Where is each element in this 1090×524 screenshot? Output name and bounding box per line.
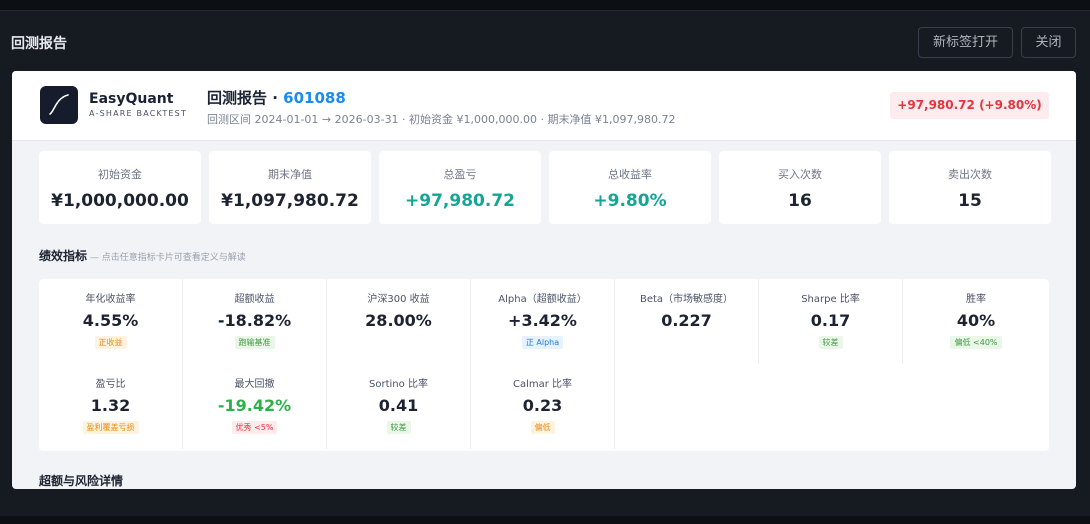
metric-card-annual-return[interactable]: 年化收益率 4.55% 正收益: [39, 279, 183, 364]
metric-card-calmar[interactable]: Calmar 比率 0.23 偏低: [471, 364, 615, 449]
metric-value: 1.32: [90, 396, 131, 415]
metric-value: 0.227: [661, 311, 712, 330]
summary-label: 买入次数: [778, 168, 822, 181]
metric-label: 年化收益率: [85, 294, 136, 305]
metric-value: -19.42%: [217, 396, 292, 415]
summary-card-final-nav: 期末净值 ¥1,097,980.72: [209, 151, 371, 224]
metric-label: Alpha（超额收益）: [498, 294, 587, 305]
metric-label: 沪深300 收益: [367, 294, 430, 305]
metric-label: 超额收益: [234, 294, 275, 305]
metric-value: 0.17: [810, 311, 851, 330]
metric-label: Sharpe 比率: [801, 294, 860, 305]
metric-label: Sortino 比率: [369, 379, 428, 390]
report-window: 回测报告 新标签打开 关闭 EasyQuant A-SHARE BACKTEST…: [0, 10, 1090, 516]
easyquant-logo-icon: [40, 86, 78, 124]
report-header: EasyQuant A-SHARE BACKTEST 回测报告 · 601088…: [12, 71, 1076, 141]
summary-card-initial-capital: 初始资金 ¥1,000,000.00: [39, 151, 201, 224]
pnl-badge: +97,980.72 (+9.80%): [890, 92, 1049, 119]
metric-tag: 较差: [818, 336, 843, 349]
summary-label: 期末净值: [268, 168, 312, 181]
summary-value: 15: [958, 191, 982, 211]
metric-tag: 偏低: [530, 421, 555, 434]
brand-subtitle: A-SHARE BACKTEST: [89, 109, 188, 118]
metric-card-sharpe[interactable]: Sharpe 比率 0.17 较差: [759, 279, 903, 364]
summary-card-total-pnl: 总盈亏 +97,980.72: [379, 151, 541, 224]
report-title-prefix: 回测报告 ·: [207, 89, 284, 107]
summary-label: 总盈亏: [443, 168, 477, 181]
metric-label: Calmar 比率: [512, 379, 573, 390]
metric-value: 40%: [956, 311, 996, 330]
metric-card-profit-loss-ratio[interactable]: 盈亏比 1.32 盈利覆盖亏损: [39, 364, 183, 449]
summary-label: 总收益率: [608, 168, 652, 181]
open-new-tab-button[interactable]: 新标签打开: [918, 27, 1013, 58]
metric-card-hs300-return[interactable]: 沪深300 收益 28.00%: [327, 279, 471, 364]
metrics-grid: 年化收益率 4.55% 正收益 超额收益 -18.82% 跑输基准 沪深300 …: [39, 279, 1049, 451]
summary-card-total-return: 总收益率 +9.80%: [549, 151, 711, 224]
report-panel: EasyQuant A-SHARE BACKTEST 回测报告 · 601088…: [12, 71, 1076, 489]
metric-card-win-rate[interactable]: 胜率 40% 偏低 <40%: [903, 279, 1049, 364]
report-meta: 回测区间 2024-01-01 → 2026-03-31 · 初始资金 ¥1,0…: [207, 113, 676, 126]
metric-tag: 偏低 <40%: [950, 336, 1002, 349]
brand-name: EasyQuant: [89, 91, 174, 107]
metric-card-max-drawdown[interactable]: 最大回撤 -19.42% 优秀 <5%: [183, 364, 327, 449]
metric-tag: 优秀 <5%: [231, 421, 278, 434]
metric-card-alpha[interactable]: Alpha（超额收益） +3.42% 正 Alpha: [471, 279, 615, 364]
metric-label: Beta（市场敏感度）: [639, 294, 734, 305]
report-title: 回测报告 · 601088: [207, 87, 346, 108]
stock-code: 601088: [283, 89, 346, 107]
summary-label: 初始资金: [98, 168, 142, 181]
summary-value: 16: [788, 191, 812, 211]
summary-value: ¥1,000,000.00: [51, 191, 189, 211]
metric-card-excess-return[interactable]: 超额收益 -18.82% 跑输基准: [183, 279, 327, 364]
summary-card-buy-count: 买入次数 16: [719, 151, 881, 224]
metrics-title-text: 绩效指标: [39, 249, 88, 263]
metric-value: +3.42%: [508, 311, 577, 330]
metric-label: 盈亏比: [95, 379, 126, 390]
metric-tag: 盈利覆盖亏损: [82, 421, 139, 434]
risk-section-title: 超额与风险详情: [39, 474, 124, 488]
metric-tag: 正收益: [94, 336, 127, 349]
summary-value: +97,980.72: [405, 191, 515, 211]
summary-label: 卖出次数: [948, 168, 992, 181]
metric-card-sortino[interactable]: Sortino 比率 0.41 较差: [327, 364, 471, 449]
metrics-section-title: 绩效指标 — 点击任意指标卡片可查看定义与解读: [39, 247, 246, 264]
summary-card-sell-count: 卖出次数 15: [889, 151, 1051, 224]
summary-value: +9.80%: [593, 191, 667, 211]
summary-value: ¥1,097,980.72: [221, 191, 359, 211]
metric-card-beta[interactable]: Beta（市场敏感度） 0.227: [615, 279, 759, 364]
close-button[interactable]: 关闭: [1021, 27, 1076, 58]
metric-value: -18.82%: [217, 311, 292, 330]
metric-value: 0.23: [522, 396, 563, 415]
metric-tag: 正 Alpha: [521, 336, 564, 349]
window-title: 回测报告: [11, 36, 67, 52]
metric-value: 0.41: [378, 396, 419, 415]
metric-value: 28.00%: [365, 311, 432, 330]
metric-label: 最大回撤: [234, 379, 275, 390]
window-topbar: 回测报告 新标签打开 关闭: [0, 11, 1090, 71]
metric-tag: 跑输基准: [234, 336, 275, 349]
metric-label: 胜率: [966, 294, 986, 305]
metric-value: 4.55%: [82, 311, 139, 330]
metric-tag: 较差: [386, 421, 411, 434]
metrics-hint: — 点击任意指标卡片可查看定义与解读: [87, 253, 246, 263]
